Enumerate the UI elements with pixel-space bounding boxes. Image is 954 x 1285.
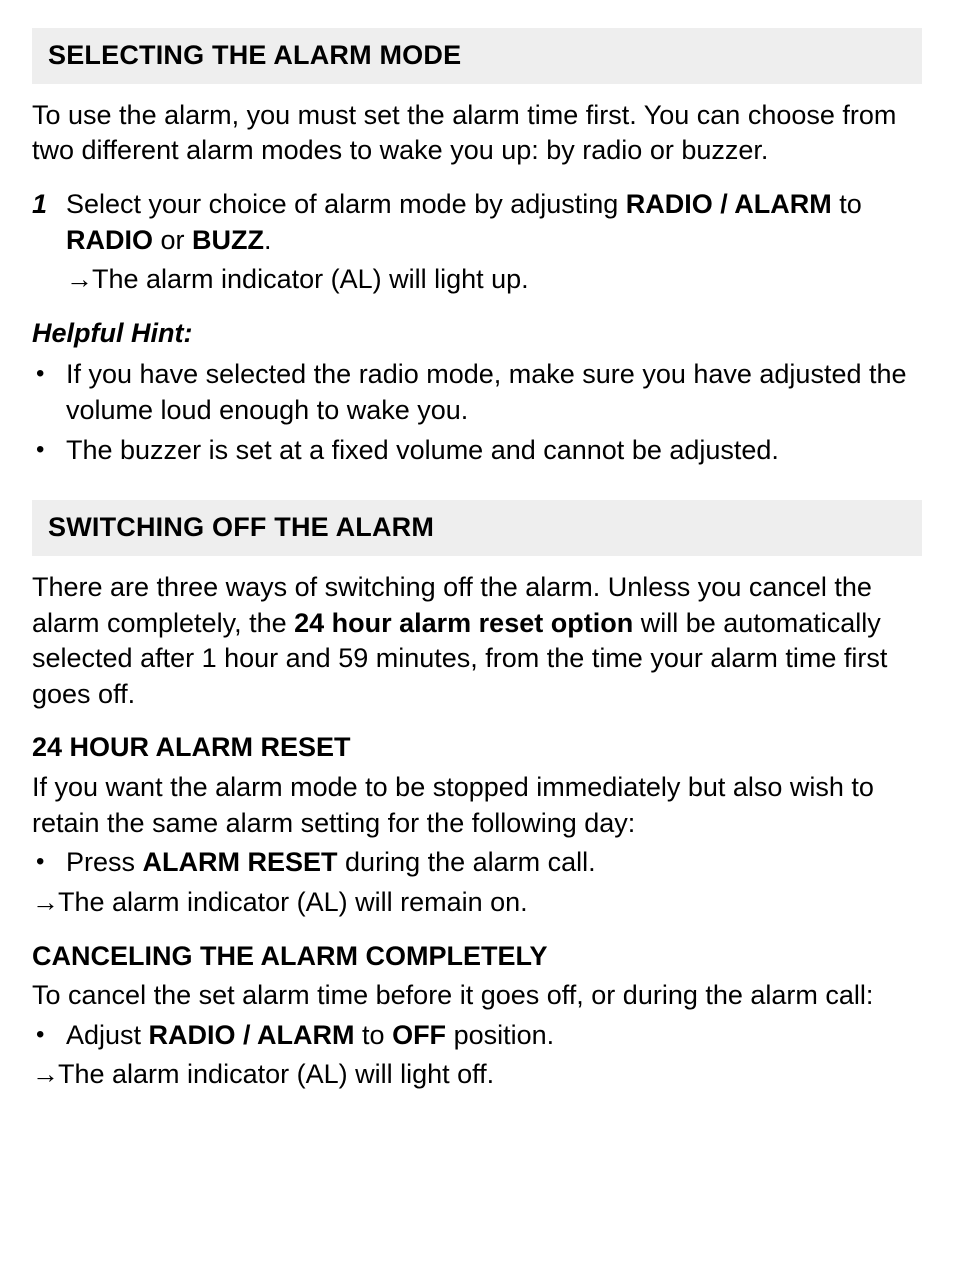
step-text: Select your choice of alarm mode by adju…	[66, 189, 626, 219]
bullet-icon: •	[32, 433, 66, 467]
sub2-intro: To cancel the set alarm time before it g…	[32, 978, 922, 1014]
arrow-icon: →	[32, 885, 58, 921]
section-heading-selecting-alarm-mode: SELECTING THE ALARM MODE	[32, 28, 922, 84]
hint-text: The buzzer is set at a fixed volume and …	[66, 433, 922, 469]
result-text: The alarm indicator (AL) will light off.	[58, 1057, 494, 1093]
list-item: • Press ALARM RESET during the alarm cal…	[32, 845, 922, 881]
manual-page: SELECTING THE ALARM MODE To use the alar…	[0, 0, 954, 1285]
label-24h-reset-option: 24 hour alarm reset option	[294, 608, 633, 638]
label-off: OFF	[392, 1020, 446, 1050]
label-radio-alarm: RADIO / ALARM	[626, 189, 832, 219]
bullet-icon: •	[32, 357, 66, 391]
arrow-icon: →	[66, 262, 92, 298]
section1-intro: To use the alarm, you must set the alarm…	[32, 98, 922, 169]
bullet-text: Press ALARM RESET during the alarm call.	[66, 845, 922, 881]
step-text: .	[264, 225, 272, 255]
arrow-icon: →	[32, 1057, 58, 1093]
label-buzz: BUZZ	[192, 225, 264, 255]
result-text: The alarm indicator (AL) will light up.	[92, 262, 529, 298]
label-radio: RADIO	[66, 225, 153, 255]
step-body: Select your choice of alarm mode by adju…	[66, 187, 922, 258]
label-alarm-reset: ALARM RESET	[143, 847, 338, 877]
bullet-icon: •	[32, 1018, 66, 1052]
label-radio-alarm: RADIO / ALARM	[149, 1020, 355, 1050]
text: to	[355, 1020, 393, 1050]
sub1-result: → The alarm indicator (AL) will remain o…	[32, 885, 922, 921]
step-text: to	[832, 189, 862, 219]
sub1-intro: If you want the alarm mode to be stopped…	[32, 770, 922, 841]
hint-bullets: • If you have selected the radio mode, m…	[32, 357, 922, 468]
list-item: • Adjust RADIO / ALARM to OFF position.	[32, 1018, 922, 1054]
helpful-hint-title: Helpful Hint:	[32, 316, 922, 352]
subheading-24h-alarm-reset: 24 HOUR ALARM RESET	[32, 730, 922, 766]
result-text: The alarm indicator (AL) will remain on.	[58, 885, 528, 921]
step-1: 1 Select your choice of alarm mode by ad…	[32, 187, 922, 258]
section2-intro: There are three ways of switching off th…	[32, 570, 922, 713]
section-heading-switching-off-alarm: SWITCHING OFF THE ALARM	[32, 500, 922, 556]
subheading-canceling-alarm: CANCELING THE ALARM COMPLETELY	[32, 939, 922, 975]
bullet-icon: •	[32, 845, 66, 879]
step-text: or	[153, 225, 192, 255]
text: Press	[66, 847, 143, 877]
list-item: • If you have selected the radio mode, m…	[32, 357, 922, 428]
hint-text: If you have selected the radio mode, mak…	[66, 357, 922, 428]
step-number: 1	[32, 187, 66, 223]
list-item: • The buzzer is set at a fixed volume an…	[32, 433, 922, 469]
text: Adjust	[66, 1020, 149, 1050]
sub1-bullets: • Press ALARM RESET during the alarm cal…	[32, 845, 922, 881]
bullet-text: Adjust RADIO / ALARM to OFF position.	[66, 1018, 922, 1054]
step-1-result: → The alarm indicator (AL) will light up…	[32, 262, 922, 298]
section1-steps: 1 Select your choice of alarm mode by ad…	[32, 187, 922, 298]
sub2-bullets: • Adjust RADIO / ALARM to OFF position.	[32, 1018, 922, 1054]
sub2-result: → The alarm indicator (AL) will light of…	[32, 1057, 922, 1093]
text: during the alarm call.	[338, 847, 596, 877]
text: position.	[446, 1020, 554, 1050]
